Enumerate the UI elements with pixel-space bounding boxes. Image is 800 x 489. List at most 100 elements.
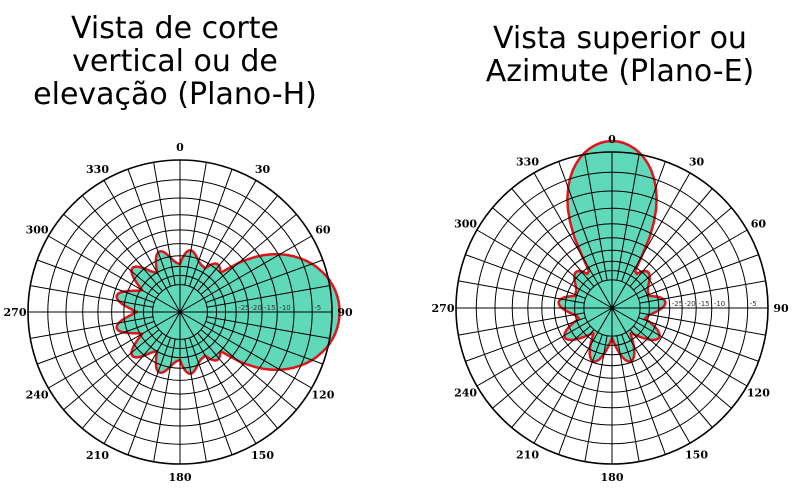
angle-label: 0 [608, 133, 616, 146]
scale-label: -10 [279, 304, 290, 312]
grid-spoke [127, 169, 172, 287]
grid-spoke [30, 316, 154, 339]
angle-label: 60 [315, 224, 331, 237]
grid-spoke [153, 162, 176, 286]
angle-label: 120 [311, 389, 334, 402]
grid-spoke [629, 329, 713, 428]
grid-spoke [633, 325, 732, 409]
grid-spoke [81, 332, 163, 429]
scale-label: -20 [684, 300, 695, 308]
grid-spoke [37, 259, 155, 304]
title-line: Vista superior ou [493, 21, 747, 56]
grid-spoke [48, 235, 181, 313]
grid-spoke [611, 172, 691, 309]
grid-spoke [179, 235, 312, 313]
angle-label: 150 [251, 449, 274, 462]
grid-spoke [458, 280, 585, 304]
grid-spoke [621, 161, 666, 282]
grid-spoke [200, 329, 297, 411]
grid-spoke [30, 285, 154, 308]
angle-label: 120 [747, 387, 770, 400]
grid-spoke [558, 334, 603, 455]
grid-spoke [63, 213, 160, 295]
angle-label: 90 [773, 302, 789, 315]
angle-label: 240 [454, 387, 477, 400]
scale-label: -25 [672, 300, 683, 308]
angle-label: 330 [516, 156, 539, 169]
grid-spoke [63, 329, 160, 411]
angle-label: 240 [26, 389, 49, 402]
grid-spoke [205, 320, 323, 365]
grid-spoke [621, 334, 666, 455]
scale-label: -5 [314, 304, 321, 312]
grid-spoke [465, 254, 586, 299]
grid-spoke [633, 207, 732, 291]
angle-label: 300 [454, 218, 477, 231]
title-line: Azimute (Plano-E) [485, 54, 755, 89]
angle-label: 30 [255, 163, 271, 176]
grid-spoke [206, 285, 330, 308]
grid-spoke [458, 312, 585, 336]
grid-spoke [611, 307, 748, 387]
angle-label: 30 [689, 156, 705, 169]
grid-spoke [611, 229, 748, 309]
title-line: elevação (Plano-H) [33, 77, 317, 112]
grid-spoke [511, 329, 595, 428]
grid-spoke [37, 320, 155, 365]
grid-spoke [476, 307, 613, 387]
grid-spoke [179, 311, 257, 444]
angle-label: 150 [685, 448, 708, 461]
grid-spoke [103, 311, 181, 444]
grid-spoke [103, 180, 181, 313]
elevation-polar-plot: 0 30 60 90 120 150 180 210 240 270 300 330 -25 -20 -15… [4, 141, 353, 484]
grid-spoke [629, 188, 713, 287]
scale-label: -10 [714, 300, 725, 308]
grid-spoke [511, 188, 595, 287]
grid-spoke [465, 317, 586, 362]
grid-spoke [81, 195, 163, 292]
grid-spoke [611, 307, 691, 444]
angle-label: 90 [337, 306, 353, 319]
grid-spoke [638, 317, 759, 362]
grid-spoke [127, 337, 172, 455]
grid-spoke [206, 316, 330, 339]
azimuth-polar-plot: 0 30 60 90 120 150 180 210 240 270 300 330 -25 -20 -15… [432, 133, 789, 484]
grid-spoke [184, 162, 207, 286]
title-azimuth: Vista superior ou Azimute (Plano-E) [440, 22, 800, 88]
angle-label: 270 [4, 306, 27, 319]
angle-label: 270 [432, 302, 455, 315]
title-line: vertical ou de [72, 44, 278, 79]
grid-spoke [616, 335, 640, 462]
grid-spoke [205, 259, 323, 304]
scale-label: -20 [250, 304, 261, 312]
grid-spoke [584, 335, 608, 462]
angle-label: 330 [86, 163, 109, 176]
grid-spoke [533, 307, 613, 444]
grid-spoke [492, 325, 591, 409]
grid-spoke [533, 172, 613, 309]
angle-label: 210 [86, 449, 109, 462]
scale-label: -5 [750, 300, 757, 308]
grid-spoke [188, 169, 233, 287]
grid-spoke [200, 213, 297, 295]
angle-label: 210 [516, 448, 539, 461]
grid-spoke [184, 338, 207, 462]
title-line: Vista de corte [71, 11, 279, 46]
grid-spoke [639, 312, 766, 336]
grid-spoke [638, 254, 759, 299]
angle-label: 180 [169, 471, 192, 484]
grid-spoke [584, 154, 608, 281]
grid-spoke [476, 229, 613, 309]
grid-spoke [197, 332, 279, 429]
grid-spoke [616, 154, 640, 281]
grid-spoke [153, 338, 176, 462]
scale-label: -15 [264, 304, 275, 312]
grid-spoke [492, 207, 591, 291]
angle-label: 0 [176, 141, 184, 154]
grid-spoke [639, 280, 766, 304]
grid-spoke [558, 161, 603, 282]
grid-spoke [197, 195, 279, 292]
scale-label: -25 [238, 304, 249, 312]
angle-label: 180 [601, 471, 624, 484]
